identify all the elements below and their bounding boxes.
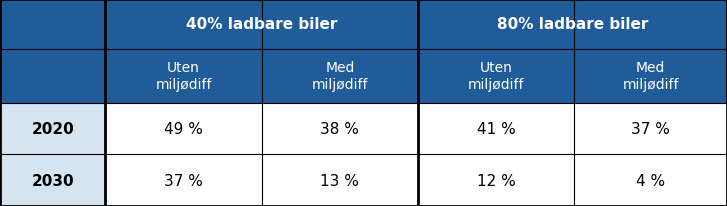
Text: Med
miljødiff: Med miljødiff (312, 61, 368, 91)
Text: 80% ladbare biler: 80% ladbare biler (497, 17, 648, 32)
Text: 41 %: 41 % (477, 121, 515, 136)
Bar (0, 103, 105, 154)
Text: 38 %: 38 % (321, 121, 359, 136)
Text: 2020: 2020 (31, 121, 74, 136)
Bar (0, 49, 727, 103)
Text: 40% ladbare biler: 40% ladbare biler (186, 17, 337, 32)
Bar (105, 154, 727, 206)
Bar (105, 103, 727, 154)
Text: 4 %: 4 % (636, 173, 665, 188)
Text: 12 %: 12 % (477, 173, 515, 188)
Text: 49 %: 49 % (164, 121, 203, 136)
Bar (0, 154, 105, 206)
Text: 37 %: 37 % (164, 173, 203, 188)
Text: 37 %: 37 % (631, 121, 670, 136)
Bar (0, 0, 727, 49)
Text: Uten
miljødiff: Uten miljødiff (156, 61, 212, 91)
Text: 13 %: 13 % (321, 173, 359, 188)
Text: Uten
miljødiff: Uten miljødiff (468, 61, 524, 91)
Text: 2030: 2030 (31, 173, 74, 188)
Text: Med
miljødiff: Med miljødiff (622, 61, 679, 91)
